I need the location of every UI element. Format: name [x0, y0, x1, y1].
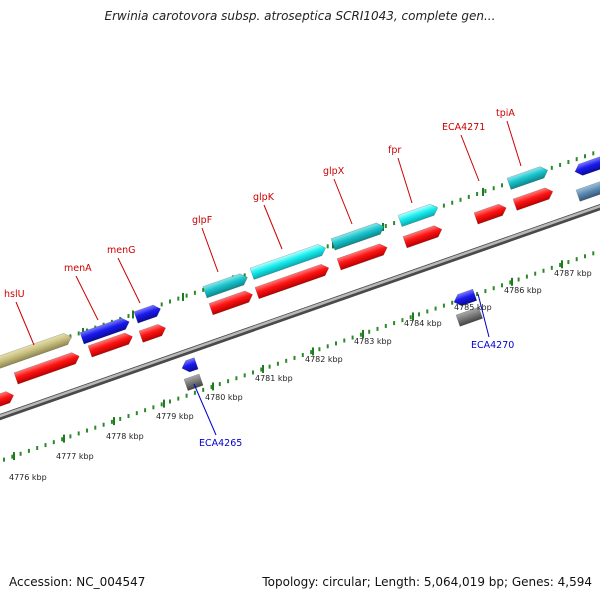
cds-feature	[254, 263, 330, 300]
cds-feature	[336, 243, 388, 271]
gene-label-glpx[interactable]: glpX	[323, 166, 345, 177]
gene-feature	[330, 222, 385, 251]
cds-feature	[473, 203, 507, 225]
reverse-gene-feature	[453, 288, 478, 307]
gene-feature	[397, 203, 439, 228]
gene-feature	[202, 273, 248, 299]
gene-leader-line	[117, 257, 141, 304]
gene-label-fpr[interactable]: fpr	[388, 145, 401, 156]
gene-leader-line	[460, 134, 480, 182]
tick-label: 4786 kbp	[504, 286, 542, 295]
gene-feature	[249, 244, 327, 280]
tick-label: 4781 kbp	[255, 374, 293, 383]
gene-label-meng[interactable]: menG	[107, 245, 135, 256]
map-title: Erwinia carotovora subsp. atroseptica SC…	[104, 9, 496, 23]
cds-feature	[512, 187, 554, 211]
gene-leader-line	[75, 275, 99, 321]
tick-label: 4782 kbp	[305, 355, 343, 364]
cds-feature	[13, 352, 80, 385]
gene-leader-line	[506, 120, 522, 167]
gene-feature	[575, 169, 600, 202]
gene-labels: hslU menA menG glpF glpK glpX fpr ECA4271 tpiA EC…	[4, 108, 522, 449]
gene-label-hslu[interactable]: hslU	[4, 289, 25, 300]
gene-label-eca4265[interactable]: ECA4265	[199, 438, 242, 449]
tick-label: 4783 kbp	[354, 337, 392, 346]
cds-feature	[0, 391, 14, 410]
cds-feature	[208, 290, 253, 316]
tick-label: 4785 kbp	[454, 303, 492, 312]
sequence-backbone	[0, 204, 600, 421]
reverse-gene-feature	[181, 357, 199, 373]
cds-feature	[402, 225, 443, 249]
gene-leader-line	[193, 383, 217, 436]
gene-leader-line	[397, 157, 413, 204]
gene-label-eca4270[interactable]: ECA4270	[471, 340, 514, 351]
tick-label: 4776 kbp	[9, 473, 47, 482]
gene-leader-line	[15, 301, 35, 346]
topology-text: Topology: circular; Length: 5,064,019 bp…	[262, 575, 592, 589]
reverse-gene-feature	[455, 306, 484, 327]
gene-feature	[133, 304, 161, 324]
gene-leader-line	[263, 204, 283, 250]
tick-labels: 4776 kbp 4777 kbp 4778 kbp 4779 kbp 4780 kbp…	[9, 269, 592, 482]
tick-label: 4787 kbp	[554, 269, 592, 278]
gene-label-tpia[interactable]: tpiA	[496, 108, 515, 119]
gene-leader-line	[333, 178, 353, 225]
accession-text: Accession: NC_004547	[9, 575, 146, 589]
gene-label-mena[interactable]: menA	[64, 263, 92, 274]
gene-feature	[574, 144, 600, 176]
gene-feature	[506, 166, 549, 190]
gene-leader-line	[477, 293, 490, 338]
tick-label: 4780 kbp	[205, 393, 243, 402]
tick-label: 4777 kbp	[56, 452, 94, 461]
gene-label-glpk[interactable]: glpK	[253, 192, 275, 203]
cds-feature	[87, 332, 133, 358]
tick-label: 4779 kbp	[156, 412, 194, 421]
tick-label: 4784 kbp	[404, 319, 442, 328]
tick-label: 4778 kbp	[106, 432, 144, 441]
feature-track	[0, 144, 600, 410]
reverse-gene-feature	[183, 373, 204, 391]
gene-label-eca4271[interactable]: ECA4271	[442, 122, 485, 133]
gene-feature	[79, 317, 130, 345]
gene-leader-line	[201, 227, 219, 273]
cds-feature	[138, 324, 166, 343]
gene-feature	[0, 333, 72, 383]
gene-label-glpf[interactable]: glpF	[192, 215, 212, 226]
